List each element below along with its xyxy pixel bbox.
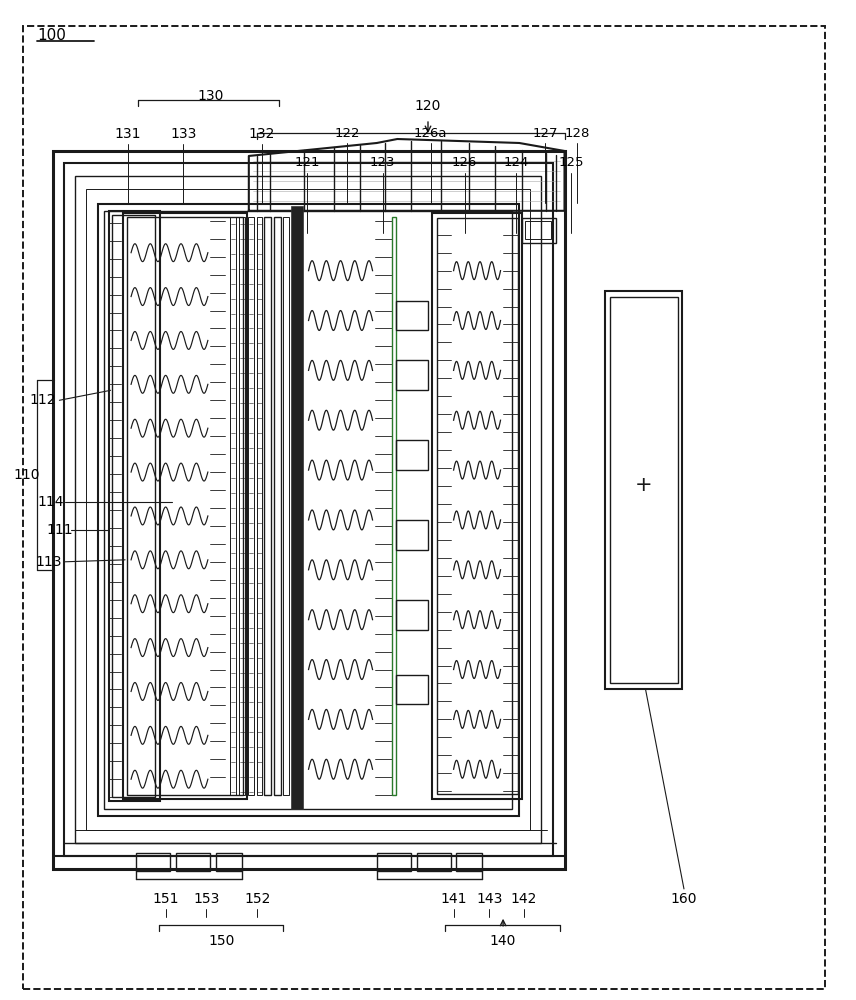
- Bar: [395, 520, 428, 550]
- Text: 113: 113: [35, 555, 62, 569]
- Bar: [265, 217, 271, 795]
- Bar: [395, 675, 428, 704]
- Text: 126a: 126a: [413, 127, 448, 140]
- Bar: [217, 853, 242, 871]
- Bar: [74, 176, 542, 843]
- Bar: [52, 151, 564, 869]
- Text: 124: 124: [503, 156, 528, 169]
- Bar: [437, 218, 518, 794]
- Text: 150: 150: [208, 934, 235, 948]
- Text: 153: 153: [193, 892, 219, 906]
- Text: 133: 133: [170, 127, 196, 141]
- Text: 110: 110: [14, 468, 40, 482]
- Bar: [63, 163, 554, 856]
- Bar: [456, 853, 482, 871]
- Bar: [377, 853, 411, 871]
- Bar: [522, 218, 556, 243]
- Text: 111: 111: [46, 523, 73, 537]
- Text: 132: 132: [248, 127, 275, 141]
- Bar: [292, 206, 303, 809]
- Bar: [395, 360, 428, 390]
- Bar: [432, 213, 522, 799]
- Text: 142: 142: [510, 892, 537, 906]
- Text: 152: 152: [244, 892, 270, 906]
- Text: 160: 160: [671, 892, 698, 906]
- Text: 114: 114: [38, 495, 64, 509]
- Text: 126: 126: [452, 156, 478, 169]
- Bar: [86, 189, 531, 830]
- Bar: [230, 217, 236, 795]
- Text: 143: 143: [476, 892, 502, 906]
- Bar: [136, 853, 170, 871]
- Text: 121: 121: [294, 156, 319, 169]
- Text: 127: 127: [532, 127, 557, 140]
- Text: 120: 120: [415, 99, 441, 113]
- Bar: [417, 853, 451, 871]
- Bar: [609, 297, 678, 683]
- Text: 112: 112: [29, 393, 56, 407]
- Bar: [104, 211, 512, 809]
- Bar: [248, 217, 254, 795]
- Text: +: +: [635, 475, 652, 495]
- Bar: [283, 217, 289, 795]
- Bar: [605, 291, 682, 689]
- Text: 151: 151: [153, 892, 179, 906]
- Text: 100: 100: [37, 28, 66, 43]
- Text: 130: 130: [197, 89, 223, 103]
- Text: 128: 128: [565, 127, 590, 140]
- Bar: [395, 301, 428, 330]
- Bar: [98, 204, 520, 816]
- Text: 131: 131: [115, 127, 141, 141]
- Bar: [127, 217, 243, 795]
- Bar: [109, 211, 160, 801]
- Bar: [395, 440, 428, 470]
- Bar: [112, 215, 155, 797]
- Text: 123: 123: [370, 156, 395, 169]
- Bar: [123, 213, 247, 799]
- Bar: [275, 217, 282, 795]
- Text: 125: 125: [559, 156, 584, 169]
- Text: 122: 122: [334, 127, 360, 140]
- Bar: [395, 600, 428, 630]
- Bar: [240, 217, 246, 795]
- Text: 140: 140: [490, 934, 516, 948]
- Bar: [176, 853, 211, 871]
- Bar: [526, 221, 551, 239]
- Bar: [257, 217, 263, 795]
- Bar: [392, 217, 395, 795]
- Text: 141: 141: [440, 892, 467, 906]
